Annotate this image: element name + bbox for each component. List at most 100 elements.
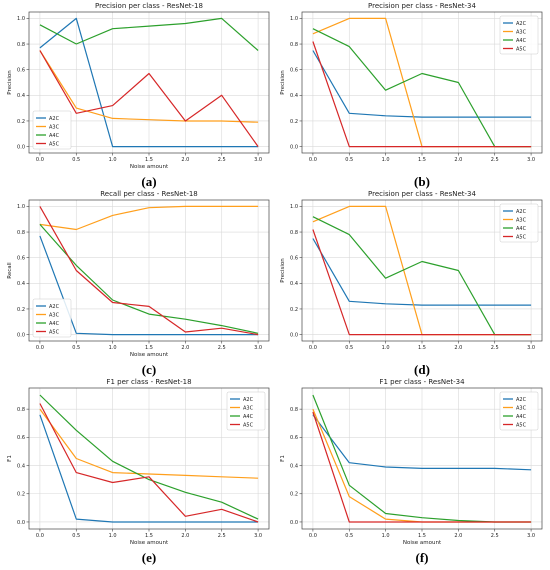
y-tick-label: 0.8: [290, 407, 298, 413]
y-tick-label: 0.8: [290, 230, 298, 236]
x-tick-label: 2.0: [454, 157, 462, 163]
y-tick-label: 0.0: [290, 332, 298, 338]
y-tick-label: 0.6: [17, 67, 25, 73]
y-tick-label: 0.0: [17, 144, 25, 150]
x-tick-label: 2.0: [454, 533, 462, 539]
x-tick-label: 2.0: [454, 345, 462, 351]
x-tick-label: 2.5: [491, 157, 499, 163]
series-line-a4c: [39, 17, 259, 51]
series-line-a2c: [39, 235, 259, 336]
x-axis-label: Noise amount: [403, 540, 442, 546]
legend-label: A2C: [49, 116, 60, 122]
x-tick-label: 1.5: [145, 533, 153, 539]
legend-label: A5C: [243, 422, 254, 428]
legend: A2C A3C A4C A5C: [32, 110, 72, 150]
x-tick-label: 3.0: [254, 345, 262, 351]
legend-box: [32, 298, 72, 338]
x-tick-label: 0.0: [36, 157, 44, 163]
x-tick-label: 0.5: [72, 345, 80, 351]
chart-title: Recall per class - ResNet-18: [100, 190, 198, 198]
legend-label: A2C: [516, 209, 527, 215]
legend-label: A3C: [516, 217, 527, 223]
panel-caption: (b): [414, 174, 430, 189]
x-tick-label: 3.0: [527, 157, 535, 163]
x-tick-label: 1.5: [418, 345, 426, 351]
y-tick-label: 0.0: [290, 520, 298, 526]
legend-label: A2C: [516, 397, 527, 403]
legend-label: A5C: [49, 329, 60, 335]
x-tick-label: 3.0: [254, 533, 262, 539]
x-tick-label: 3.0: [254, 157, 262, 163]
legend-label: A4C: [516, 226, 527, 232]
chart-title: F1 per class - ResNet-18: [106, 378, 191, 386]
legend-label: A2C: [516, 21, 527, 27]
legend-box: [32, 110, 72, 150]
series-line-a5c: [312, 411, 532, 523]
y-axis-label: Precision: [280, 70, 286, 95]
x-tick-label: 2.5: [491, 533, 499, 539]
x-tick-label: 2.5: [491, 345, 499, 351]
legend: A2C A3C A4C A5C: [499, 15, 539, 55]
y-tick-label: 0.2: [290, 307, 298, 313]
x-axis-label: Noise amount: [130, 352, 169, 358]
chart-panel-4: 0.0 0.5 1.0 1.5 2.0 2.5 3.0 0.0 0.2 0.4 0.6 0.8 1.0 P…: [280, 190, 543, 377]
series-line-a5c: [39, 50, 259, 147]
y-tick-label: 0.2: [17, 119, 25, 125]
x-tick-label: 1.0: [382, 533, 390, 539]
series-line-a3c: [39, 205, 259, 231]
series-line-a2c: [312, 238, 532, 306]
legend-label: A4C: [49, 133, 60, 139]
series-line-a3c: [39, 408, 259, 479]
x-tick-label: 0.0: [36, 533, 44, 539]
y-axis-label: F1: [280, 455, 286, 462]
x-tick-label: 3.0: [527, 345, 535, 351]
legend-label: A2C: [243, 397, 254, 403]
y-tick-label: 1.0: [17, 204, 25, 210]
legend-label: A5C: [49, 141, 60, 147]
x-tick-label: 0.0: [36, 345, 44, 351]
y-tick-label: 0.6: [17, 255, 25, 261]
panel-caption: (e): [142, 550, 156, 565]
x-axis-label: Noise amount: [130, 164, 169, 170]
panel-caption: (f): [416, 550, 429, 565]
x-tick-label: 0.0: [309, 345, 317, 351]
x-tick-label: 0.5: [345, 345, 353, 351]
series-line-a3c: [39, 50, 259, 123]
panel-caption: (a): [141, 174, 156, 189]
y-tick-label: 0.8: [17, 42, 25, 48]
y-tick-label: 0.4: [290, 281, 298, 287]
x-tick-label: 1.5: [145, 345, 153, 351]
legend-label: A5C: [516, 234, 527, 240]
series-line-a2c: [312, 414, 532, 471]
chart-panel-3: 0.0 0.5 1.0 1.5 2.0 2.5 3.0 0.0 0.2 0.4 0.6 0.8 1.0 R…: [7, 190, 270, 377]
legend-label: A5C: [516, 46, 527, 52]
y-tick-label: 0.4: [17, 93, 25, 99]
x-tick-label: 1.0: [382, 345, 390, 351]
series-line-a5c: [39, 403, 259, 523]
panel-caption: (d): [414, 362, 430, 377]
panel-caption: (c): [142, 362, 156, 377]
y-axis-label: Precision: [7, 70, 13, 95]
y-tick-label: 0.0: [17, 332, 25, 338]
legend-label: A3C: [243, 405, 254, 411]
series-line-a4c: [39, 394, 259, 520]
legend-box: [226, 391, 266, 431]
y-tick-label: 1.0: [17, 16, 25, 22]
y-tick-label: 1.0: [290, 204, 298, 210]
x-tick-label: 2.0: [181, 157, 189, 163]
legend-label: A5C: [516, 422, 527, 428]
y-tick-label: 0.6: [17, 435, 25, 441]
legend-box: [499, 203, 539, 243]
x-tick-label: 0.5: [345, 157, 353, 163]
y-tick-label: 0.8: [17, 407, 25, 413]
chart-panel-2: 0.0 0.5 1.0 1.5 2.0 2.5 3.0 0.0 0.2 0.4 0.6 0.8 1.0 P…: [280, 2, 543, 189]
x-tick-label: 3.0: [527, 533, 535, 539]
x-tick-label: 2.5: [218, 157, 226, 163]
x-tick-label: 2.0: [181, 533, 189, 539]
legend-label: A4C: [49, 321, 60, 327]
chart-panel-5: 0.0 0.5 1.0 1.5 2.0 2.5 3.0 0.0 0.2 0.4 0.6 0.8 F1 p…: [7, 378, 270, 565]
x-tick-label: 2.5: [218, 345, 226, 351]
legend-label: A2C: [49, 304, 60, 310]
y-tick-label: 1.0: [290, 16, 298, 22]
